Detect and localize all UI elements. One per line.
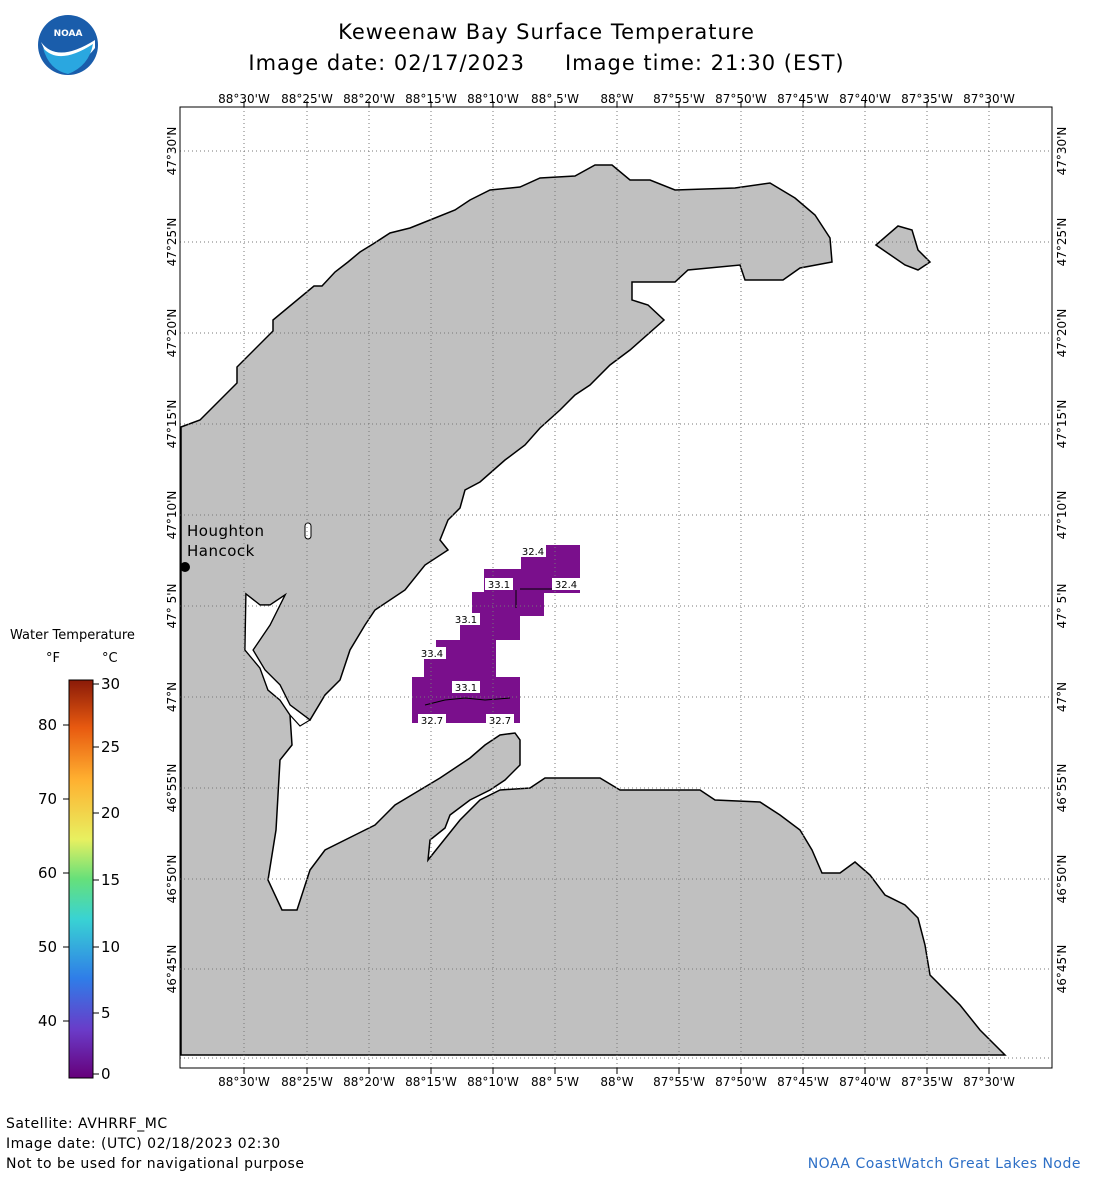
- image-time-label: Image time: 21:30 (EST): [564, 51, 845, 75]
- lat-label: 46°45'N: [165, 945, 179, 994]
- lon-label: 87°30'W: [963, 1075, 1015, 1089]
- lat-label: 47° 5'N: [1055, 584, 1069, 629]
- city-marker: [180, 562, 190, 572]
- top-longitude-labels: 88°30'W 88°25'W 88°20'W 88°15'W 88°10'W …: [218, 92, 1015, 106]
- lat-label: 46°50'N: [1055, 855, 1069, 904]
- noaa-logo-text: NOAA: [54, 29, 83, 39]
- legend-f-label: 50: [38, 938, 58, 956]
- city-label-hancock: Hancock: [187, 542, 255, 560]
- land-keweenaw-peninsula: [180, 164, 1007, 1056]
- lon-label: 87°45'W: [777, 1075, 829, 1089]
- lon-label: 87°40'W: [839, 92, 891, 106]
- lat-label: 47°20'N: [1055, 309, 1069, 358]
- lon-label: 88°30'W: [218, 92, 270, 106]
- image-date-time-line: Image date: 02/17/2023 Image time: 21:30 …: [0, 51, 1093, 75]
- legend-f-label: 70: [38, 790, 58, 808]
- frame-ticks: [243, 101, 990, 1074]
- lat-label: 47°30'N: [165, 127, 179, 176]
- map-frame: [179, 106, 1053, 1069]
- water-portage-lake: [244, 592, 312, 727]
- legend-c-label: 5: [101, 1004, 111, 1022]
- footer-disclaimer: Not to be used for navigational purpose: [6, 1156, 305, 1172]
- temp-label: 33.1: [455, 683, 477, 694]
- lat-label: 47°25'N: [1055, 218, 1069, 267]
- lon-label: 87°50'W: [715, 1075, 767, 1089]
- lat-label: 46°50'N: [165, 855, 179, 904]
- water-small-lake: [304, 522, 312, 540]
- temp-label: 32.4: [555, 580, 577, 591]
- lon-label: 87°45'W: [777, 92, 829, 106]
- lat-label: 47°20'N: [165, 309, 179, 358]
- lon-label: 88° 5'W: [531, 92, 579, 106]
- lat-label: 46°45'N: [1055, 945, 1069, 994]
- color-scale-bar: [68, 679, 94, 1079]
- temp-label: 33.1: [455, 615, 477, 626]
- legend-f-label: 40: [38, 1012, 58, 1030]
- legend-c-label: 15: [101, 871, 121, 889]
- lon-label: 88°20'W: [343, 1075, 395, 1089]
- temp-label: 33.4: [421, 649, 443, 660]
- noaa-logo-icon: NOAA: [38, 15, 98, 75]
- legend-title: Water Temperature: [10, 628, 135, 643]
- footer-satellite: Satellite: AVHRRF_MC: [6, 1116, 168, 1132]
- lat-label: 46°55'N: [1055, 764, 1069, 813]
- legend-c-label: 0: [101, 1065, 111, 1083]
- lon-label: 88°30'W: [218, 1075, 270, 1089]
- legend-c-label: 10: [101, 938, 121, 956]
- bottom-longitude-labels: 88°30'W 88°25'W 88°20'W 88°15'W 88°10'W …: [218, 1075, 1015, 1089]
- right-latitude-labels: 47°30'N 47°25'N 47°20'N 47°15'N 47°10'N …: [1055, 127, 1069, 994]
- legend-unit-c: °C: [102, 651, 118, 666]
- lon-label: 88° 5'W: [531, 1075, 579, 1089]
- lon-label: 87°35'W: [901, 1075, 953, 1089]
- lon-label: 88°W: [600, 92, 633, 106]
- lat-label: 47°15'N: [165, 400, 179, 449]
- lat-label: 47° 5'N: [165, 584, 179, 629]
- lon-label: 88°15'W: [405, 92, 457, 106]
- lon-label: 87°35'W: [901, 92, 953, 106]
- footer-credit: NOAA CoastWatch Great Lakes Node: [807, 1156, 1081, 1172]
- left-latitude-labels: 47°30'N 47°25'N 47°20'N 47°15'N 47°10'N …: [165, 127, 179, 994]
- map-title: Keweenaw Bay Surface Temperature: [338, 20, 755, 44]
- lon-label: 88°25'W: [281, 92, 333, 106]
- legend-f-label: 80: [38, 716, 58, 734]
- lat-label: 47°N: [1055, 682, 1069, 712]
- legend-c-label: 20: [101, 804, 121, 822]
- lon-label: 88°25'W: [281, 1075, 333, 1089]
- lon-label: 88°20'W: [343, 92, 395, 106]
- legend-c-label: 30: [101, 675, 121, 693]
- lat-label: 47°30'N: [1055, 127, 1069, 176]
- legend-c-label: 25: [101, 738, 121, 756]
- temp-label: 32.7: [489, 716, 511, 727]
- lon-label: 87°55'W: [653, 1075, 705, 1089]
- land-masses: [180, 164, 1007, 1056]
- lat-label: 47°25'N: [165, 218, 179, 267]
- lon-label: 88°15'W: [405, 1075, 457, 1089]
- temperature-value-labels: 32.4 33.1 32.4 33.1 33.4 33.1 32.7 32.7: [418, 545, 580, 727]
- temp-label: 32.4: [522, 547, 544, 558]
- footer-utc-date: Image date: (UTC) 02/18/2023 02:30: [6, 1136, 281, 1152]
- lon-label: 87°50'W: [715, 92, 767, 106]
- legend-f-label: 60: [38, 864, 58, 882]
- city-label-houghton: Houghton: [187, 522, 265, 540]
- lat-label: 47°15'N: [1055, 400, 1069, 449]
- lon-label: 87°55'W: [653, 92, 705, 106]
- temp-label: 32.7: [421, 716, 443, 727]
- lon-label: 88°W: [600, 1075, 633, 1089]
- lat-label: 46°55'N: [165, 764, 179, 813]
- lon-label: 88°10'W: [467, 1075, 519, 1089]
- lat-label: 47°10'N: [165, 491, 179, 540]
- lon-label: 87°30'W: [963, 92, 1015, 106]
- legend-unit-f: °F: [46, 651, 60, 666]
- lat-label: 47°N: [165, 682, 179, 712]
- image-date-label: Image date: 02/17/2023: [248, 51, 525, 75]
- graticule: [180, 107, 1052, 1068]
- lat-label: 47°10'N: [1055, 491, 1069, 540]
- temp-label: 33.1: [488, 580, 510, 591]
- lon-label: 87°40'W: [839, 1075, 891, 1089]
- land-manitou-island: [874, 225, 932, 271]
- lon-label: 88°10'W: [467, 92, 519, 106]
- color-scale-ticks: [63, 683, 99, 1075]
